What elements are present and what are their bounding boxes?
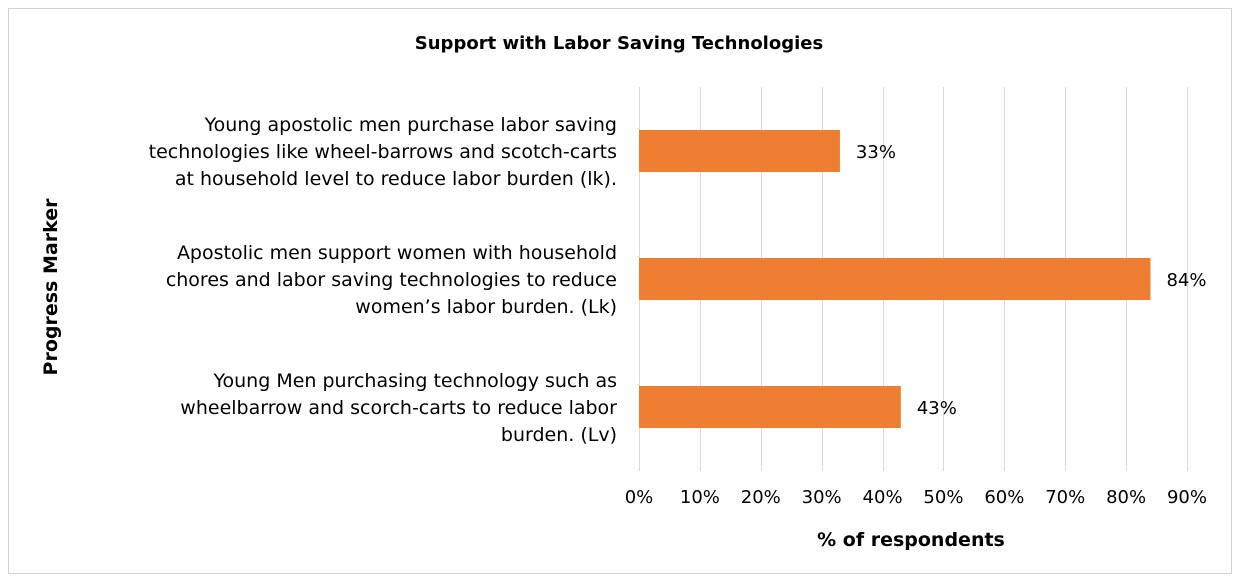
x-tick-label: 50% (923, 487, 963, 508)
category-label: Apostolic men support women with househo… (177, 242, 617, 264)
data-label: 33% (856, 142, 896, 163)
bar (639, 386, 901, 428)
bars (639, 130, 1151, 428)
bar (639, 258, 1151, 300)
x-tick-label: 40% (863, 487, 903, 508)
category-label: technologies like wheel-barrows and scot… (149, 141, 617, 163)
data-label: 84% (1166, 270, 1206, 291)
chart-title: Support with Labor Saving Technologies (415, 33, 823, 54)
x-tick-label: 90% (1167, 487, 1207, 508)
category-label: Young apostolic men purchase labor savin… (204, 114, 617, 136)
category-label: at household level to reduce labor burde… (175, 168, 617, 190)
chart-frame: 33% 84% 43% 0% 10% 20% 30% 40% 50% 60% 70% 80% 90% … (8, 8, 1232, 574)
x-tick-label: 0% (625, 487, 654, 508)
bar-chart: 33%84%43% 0% 10% 20% 30% 40% 50% 60% 70% 80% 90% … (40, 33, 1207, 551)
x-tick-labels: 0% 10% 20% 30% 40% 50% 60% 70% 80% 90% (625, 487, 1207, 508)
data-labels: 33% 84% 43% (856, 142, 1207, 419)
x-axis-title: % of respondents (817, 529, 1005, 551)
x-tick-label: 70% (1045, 487, 1085, 508)
y-axis-title: Progress Marker (40, 198, 62, 376)
category-labels: Young apostolic men purchase labor savin… (149, 114, 618, 446)
x-tick-label: 80% (1106, 487, 1146, 508)
x-tick-label: 60% (984, 487, 1024, 508)
x-tick-label: 30% (802, 487, 842, 508)
data-label: 43% (917, 398, 957, 419)
category-label: Young Men purchasing technology such as (212, 370, 617, 392)
category-label: women’s labor burden. (Lk) (355, 296, 617, 318)
x-tick-label: 10% (680, 487, 720, 508)
x-tick-label: 20% (741, 487, 781, 508)
bar (639, 130, 840, 172)
category-label: wheelbarrow and scorch-carts to reduce l… (180, 397, 617, 419)
category-label: chores and labor saving technologies to … (166, 269, 617, 291)
category-label: burden. (Lv) (501, 424, 617, 446)
